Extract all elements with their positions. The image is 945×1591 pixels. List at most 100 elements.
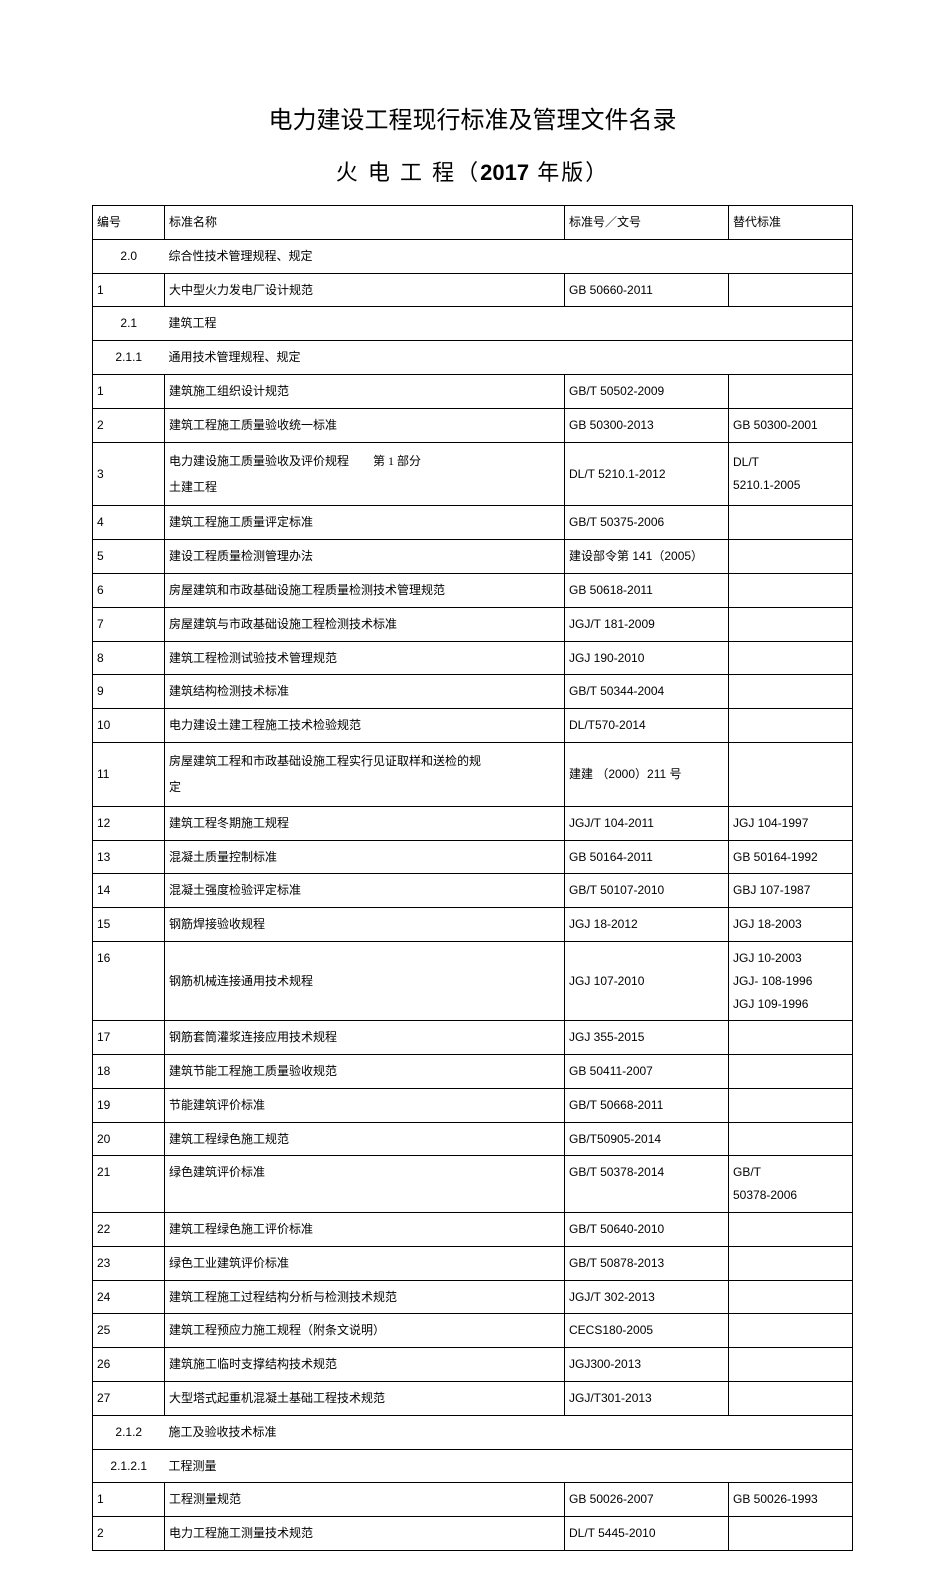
- row-name: 大型塔式起重机混凝土基础工程技术规范: [165, 1382, 565, 1416]
- row-std: GB/T 50375-2006: [565, 506, 729, 540]
- row-id: 12: [93, 806, 165, 840]
- row-std: JGJ300-2013: [565, 1348, 729, 1382]
- row-rep: [729, 374, 853, 408]
- row-rep: [729, 506, 853, 540]
- row-std: GB/T 50878-2013: [565, 1246, 729, 1280]
- row-id: 11: [93, 742, 165, 806]
- row-rep: [729, 1280, 853, 1314]
- section-label: 通用技术管理规程、规定: [165, 341, 853, 375]
- row-rep: [729, 709, 853, 743]
- row-name: 工程测量规范: [165, 1483, 565, 1517]
- row-std: GB 50300-2013: [565, 408, 729, 442]
- table-row: 14混凝土强度检验评定标准GB/T 50107-2010GBJ 107-1987: [93, 874, 853, 908]
- row-id: 23: [93, 1246, 165, 1280]
- row-std: GB 50411-2007: [565, 1055, 729, 1089]
- row-name: 混凝土质量控制标准: [165, 840, 565, 874]
- row-name: 建筑工程绿色施工规范: [165, 1122, 565, 1156]
- row-rep: [729, 607, 853, 641]
- row-name: 建筑工程施工过程结构分析与检测技术规范: [165, 1280, 565, 1314]
- row-name: 钢筋机械连接通用技术规程: [165, 941, 565, 1020]
- row-rep: JGJ 18-2003: [729, 908, 853, 942]
- subtitle-year: 2017: [480, 160, 529, 185]
- row-id: 6: [93, 573, 165, 607]
- row-rep: GB 50026-1993: [729, 1483, 853, 1517]
- section-row: 2.1.2.1工程测量: [93, 1449, 853, 1483]
- row-rep: [729, 1246, 853, 1280]
- sub-title: 火 电 工 程（2017 年版）: [92, 155, 853, 187]
- row-rep: JGJ 104-1997: [729, 806, 853, 840]
- row-name: 建筑施工组织设计规范: [165, 374, 565, 408]
- table-row: 19节能建筑评价标准GB/T 50668-2011: [93, 1088, 853, 1122]
- row-std: GB 50026-2007: [565, 1483, 729, 1517]
- row-id: 15: [93, 908, 165, 942]
- row-id: 1: [93, 374, 165, 408]
- header-id: 编号: [93, 206, 165, 240]
- table-row: 1建筑施工组织设计规范GB/T 50502-2009: [93, 374, 853, 408]
- table-row: 8建筑工程检测试验技术管理规范JGJ 190-2010: [93, 641, 853, 675]
- table-row: 20建筑工程绿色施工规范GB/T50905-2014: [93, 1122, 853, 1156]
- table-row: 1大中型火力发电厂设计规范GB 50660-2011: [93, 273, 853, 307]
- row-std: DL/T570-2014: [565, 709, 729, 743]
- row-name: 建筑施工临时支撑结构技术规范: [165, 1348, 565, 1382]
- row-std: JGJ 107-2010: [565, 941, 729, 1020]
- table-row: 9建筑结构检测技术标准GB/T 50344-2004: [93, 675, 853, 709]
- section-row: 2.1.2施工及验收技术标准: [93, 1415, 853, 1449]
- main-title: 电力建设工程现行标准及管理文件名录: [92, 100, 853, 135]
- row-std: JGJ 355-2015: [565, 1021, 729, 1055]
- row-rep: [729, 641, 853, 675]
- row-id: 25: [93, 1314, 165, 1348]
- row-std: JGJ 18-2012: [565, 908, 729, 942]
- row-std: DL/T 5210.1-2012: [565, 442, 729, 506]
- table-row: 2建筑工程施工质量验收统一标准GB 50300-2013GB 50300-200…: [93, 408, 853, 442]
- table-row: 1工程测量规范GB 50026-2007GB 50026-1993: [93, 1483, 853, 1517]
- row-name: 房屋建筑工程和市政基础设施工程实行见证取样和送检的规定: [165, 742, 565, 806]
- row-id: 16: [93, 941, 165, 1020]
- row-name: 电力工程施工测量技术规范: [165, 1517, 565, 1551]
- table-row: 27大型塔式起重机混凝土基础工程技术规范JGJ/T301-2013: [93, 1382, 853, 1416]
- subtitle-prefix: 火 电 工 程（: [336, 160, 480, 185]
- row-rep: [729, 1122, 853, 1156]
- row-rep: [729, 742, 853, 806]
- row-rep: [729, 1055, 853, 1089]
- row-id: 14: [93, 874, 165, 908]
- table-row: 26建筑施工临时支撑结构技术规范JGJ300-2013: [93, 1348, 853, 1382]
- row-id: 1: [93, 273, 165, 307]
- row-name: 建筑工程预应力施工规程（附条文说明）: [165, 1314, 565, 1348]
- row-name: 建筑工程施工质量评定标准: [165, 506, 565, 540]
- row-std: JGJ/T 181-2009: [565, 607, 729, 641]
- section-row: 2.0综合性技术管理规程、规定: [93, 239, 853, 273]
- row-id: 10: [93, 709, 165, 743]
- header-rep: 替代标准: [729, 206, 853, 240]
- row-std: JGJ/T 302-2013: [565, 1280, 729, 1314]
- table-row: 7房屋建筑与市政基础设施工程检测技术标准JGJ/T 181-2009: [93, 607, 853, 641]
- row-id: 5: [93, 540, 165, 574]
- section-label: 工程测量: [165, 1449, 853, 1483]
- table-row: 15钢筋焊接验收规程JGJ 18-2012JGJ 18-2003: [93, 908, 853, 942]
- row-rep: [729, 273, 853, 307]
- header-std: 标准号／文号: [565, 206, 729, 240]
- row-rep: GBJ 107-1987: [729, 874, 853, 908]
- row-std: GB/T50905-2014: [565, 1122, 729, 1156]
- row-std: GB/T 50344-2004: [565, 675, 729, 709]
- row-std: 建建 （2000）211 号: [565, 742, 729, 806]
- row-name: 电力建设施工质量验收及评价规程 第 1 部分土建工程: [165, 442, 565, 506]
- section-row: 2.1建筑工程: [93, 307, 853, 341]
- row-name: 建筑工程冬期施工规程: [165, 806, 565, 840]
- row-id: 4: [93, 506, 165, 540]
- row-rep: [729, 675, 853, 709]
- row-id: 9: [93, 675, 165, 709]
- table-row: 18建筑节能工程施工质量验收规范GB 50411-2007: [93, 1055, 853, 1089]
- table-row: 6房屋建筑和市政基础设施工程质量检测技术管理规范GB 50618-2011: [93, 573, 853, 607]
- row-id: 19: [93, 1088, 165, 1122]
- row-id: 21: [93, 1156, 165, 1213]
- row-rep: GB/T50378-2006: [729, 1156, 853, 1213]
- row-std: GB/T 50668-2011: [565, 1088, 729, 1122]
- section-number: 2.1.2: [93, 1415, 165, 1449]
- section-number: 2.1.2.1: [93, 1449, 165, 1483]
- row-std: GB 50618-2011: [565, 573, 729, 607]
- row-name: 钢筋焊接验收规程: [165, 908, 565, 942]
- row-name: 房屋建筑与市政基础设施工程检测技术标准: [165, 607, 565, 641]
- section-number: 2.1.1: [93, 341, 165, 375]
- row-std: JGJ/T 104-2011: [565, 806, 729, 840]
- row-name: 建筑节能工程施工质量验收规范: [165, 1055, 565, 1089]
